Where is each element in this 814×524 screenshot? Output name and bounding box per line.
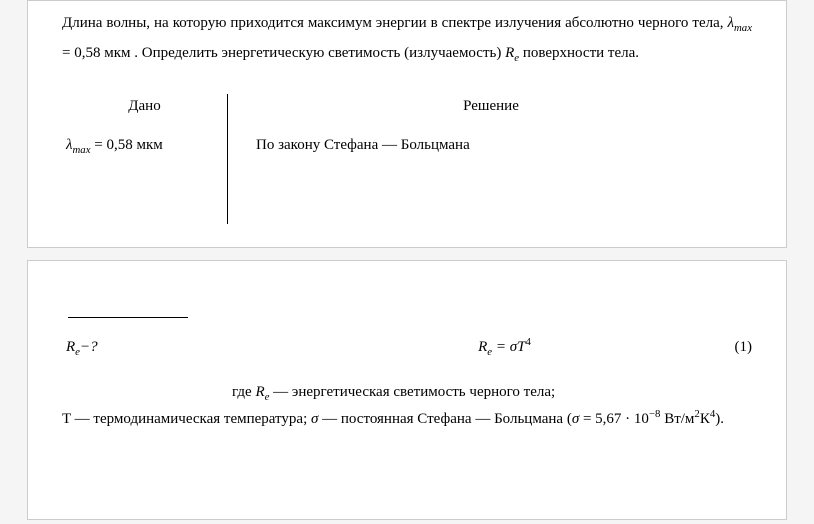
solution-header: Решение [230,98,752,115]
column-divider [227,94,228,224]
page-1: Длина волны, на которую приходится макси… [27,0,787,248]
desc-p1b: — энергетическая светимость черного тела… [269,384,555,400]
formula-eq: = σT [492,339,525,355]
desc-p2b: — постоянная Стефана — Больцмана ( [318,411,571,427]
find-section: Re−? [62,339,227,358]
given-solution-layout: Дано λmax = 0,58 мкм Решение По закону С… [62,94,752,224]
desc-r-var: R [255,384,264,400]
given-lambda-sub: max [73,144,91,156]
horizontal-rule [68,317,188,318]
problem-text-1: Длина волны, на которую приходится макси… [62,15,728,31]
solution-column: Решение По закону Стефана — Больцмана [230,94,752,224]
formula-r-var: R [478,339,487,355]
desc-k: К [700,411,710,427]
given-column: Дано λmax = 0,58 мкм [62,94,227,224]
equation-number: (1) [692,339,752,356]
lambda-sub: max [734,22,752,34]
desc-exp: −8 [649,408,661,420]
formula-power: 4 [525,336,530,348]
given-lambda: λmax = 0,58 мкм [62,137,227,156]
given-header: Дано [62,98,227,115]
description: где Re — энергетическая светимость черно… [62,380,752,431]
desc-p1: где [232,384,255,400]
page-2: Re−? Re = σT4 (1) где Re — энергетическа… [27,260,787,520]
r-var: R [505,45,514,61]
given-lambda-val: = 0,58 мкм [91,137,163,153]
desc-end: ). [715,411,724,427]
equation-row: Re−? Re = σT4 (1) [62,336,752,358]
solution-line1: По закону Стефана — Больцмана [230,137,752,154]
desc-p2: T — термодинамическая температура; [62,411,311,427]
problem-text-2: . Определить энергетическую светимость (… [134,45,505,61]
desc-line1: где Re — энергетическая светимость черно… [62,380,752,406]
formula: Re = σT4 [227,336,692,358]
problem-statement: Длина волны, на которую приходится макси… [62,9,752,68]
find-r-var: R [66,339,75,355]
desc-unit: Вт/м [660,411,694,427]
desc-val: = 5,67 · 10 [579,411,649,427]
lambda-val: = 0,58 мкм [62,45,134,61]
problem-text-3: поверхности тела. [519,45,639,61]
find-suffix: −? [80,339,98,355]
desc-line2: T — термодинамическая температура; σ — п… [62,406,752,431]
